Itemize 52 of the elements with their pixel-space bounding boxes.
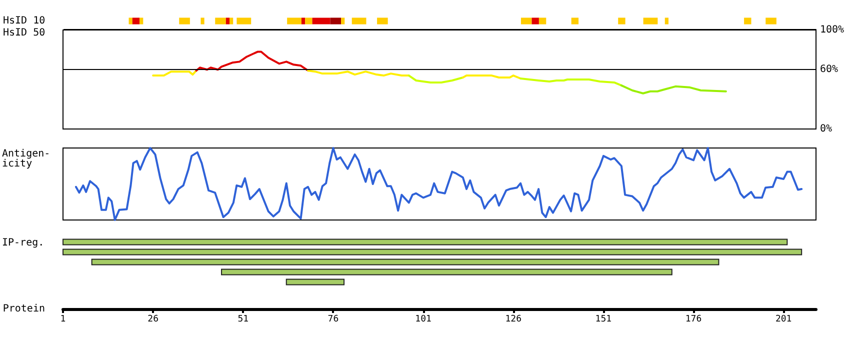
bar xyxy=(62,238,788,246)
x-tick-label: 76 xyxy=(328,314,339,324)
bar xyxy=(305,18,312,24)
x-tick-label: 51 xyxy=(238,314,249,324)
x-tick-label: 151 xyxy=(595,314,612,324)
bar xyxy=(286,278,345,286)
x-tick-label: 1 xyxy=(60,314,66,324)
line-series xyxy=(408,74,464,84)
bar xyxy=(377,18,388,24)
bar xyxy=(91,258,720,266)
bar xyxy=(287,18,302,24)
bar xyxy=(538,18,546,24)
x-tick-label: 126 xyxy=(505,314,522,324)
bar xyxy=(618,18,626,24)
bar xyxy=(230,18,234,24)
y-axis-title: Antigen-icity xyxy=(2,148,50,170)
x-tick-label: 201 xyxy=(775,314,792,324)
y-tick-label: 100% xyxy=(820,24,844,36)
line-series xyxy=(620,84,727,94)
bar xyxy=(643,18,658,24)
line-series xyxy=(195,50,309,72)
bar xyxy=(179,18,190,24)
bar xyxy=(744,18,752,24)
bar xyxy=(221,268,672,276)
bar xyxy=(200,18,204,24)
x-axis-title: Protein xyxy=(2,304,45,314)
bar xyxy=(132,18,140,24)
x-tick-label: 26 xyxy=(148,314,158,324)
line-series xyxy=(520,78,622,86)
bar xyxy=(62,248,802,256)
bar xyxy=(215,18,226,24)
bar xyxy=(352,18,366,24)
x-tick-label: 101 xyxy=(415,314,432,324)
bar xyxy=(128,18,132,24)
bar xyxy=(571,18,579,24)
y-tick-label: HsID 50 xyxy=(3,28,46,38)
y-tick-label: HsID 10 xyxy=(3,16,46,26)
bar xyxy=(226,18,230,24)
y-axis-title: IP-reg. xyxy=(2,238,44,248)
bar xyxy=(664,18,668,24)
bar xyxy=(341,18,345,24)
bar xyxy=(140,18,144,24)
bar xyxy=(312,18,330,24)
bar xyxy=(766,18,776,24)
y-tick-label: 0% xyxy=(820,124,832,134)
bar xyxy=(520,18,532,24)
x-tick-label: 176 xyxy=(685,314,702,324)
bar xyxy=(532,18,539,24)
bar xyxy=(301,18,306,24)
y-tick-label: 60% xyxy=(820,64,838,76)
bar xyxy=(236,18,252,24)
bar xyxy=(330,18,342,24)
